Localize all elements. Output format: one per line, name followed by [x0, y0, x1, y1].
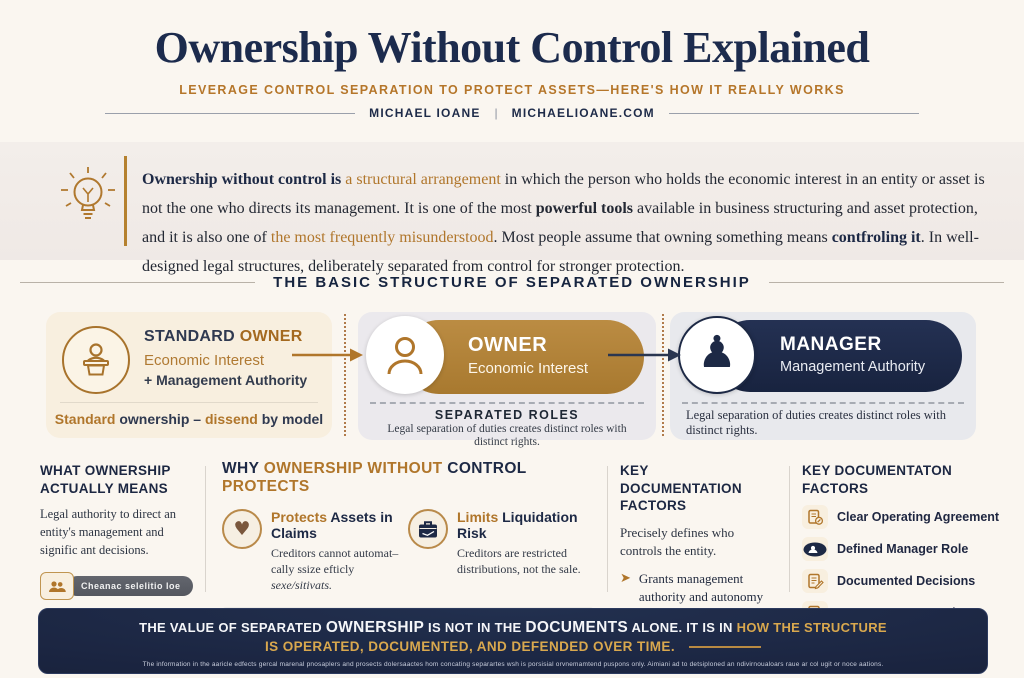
list-item: Defined Manager Role: [802, 537, 1020, 562]
standard-owner-line1: Economic Interest: [144, 352, 265, 369]
manager-subtitle: Management Authority: [780, 359, 926, 375]
standard-owner-title: STANDARD OWNER: [144, 328, 303, 345]
banner-line1: THE VALUE OF SEPARATED OWNERSHIP IS NOT …: [139, 619, 887, 636]
navy-arrow-icon: [608, 348, 681, 362]
column-divider-3: [789, 466, 790, 592]
value-banner: THE VALUE OF SEPARATED OWNERSHIP IS NOT …: [38, 608, 988, 674]
why-protects-heading: WHY OWNERSHIP WITHOUT CONTROL PROTECTS: [222, 460, 527, 495]
structure-heading-text: THE BASIC STRUCTURE OF SEPARATED OWNERSH…: [273, 274, 751, 291]
column-divider-1: [205, 466, 206, 592]
limits-body: Creditors are restricted distributions, …: [457, 546, 581, 577]
manager-title: MANAGER: [780, 334, 882, 355]
limits-risk-item: Limits Liquidation Risk Creditors are re…: [408, 509, 594, 594]
standard-owner-line2: + Management Authority: [144, 372, 308, 388]
banner-disclaimer: The information in the aaricle edfects g…: [142, 661, 884, 668]
protects-assets-item: ♥ Protects Assets in Claims Creditors ca…: [222, 509, 408, 594]
heart-icon: ♥: [222, 509, 262, 549]
list-item: Documented Decisions: [802, 569, 1020, 594]
key-documentaton-column: KEY DOCUMENTATON FACTORS Clear Operating…: [802, 462, 1020, 626]
person-icon: [366, 316, 444, 394]
badge-label: Cheanac selelitio loe: [67, 576, 193, 597]
podium-person-icon: [62, 326, 130, 394]
lightbulb-icon: [61, 167, 115, 219]
owner-subtitle: Economic Interest: [468, 360, 589, 377]
gold-arrow-icon: [292, 348, 363, 362]
byline-rule-left: [105, 112, 356, 114]
manager-oval-icon: [802, 537, 828, 562]
owner-title: OWNER: [468, 334, 548, 356]
separated-roles-text: Legal separation of duties creates disti…: [387, 423, 627, 448]
intro-lead: Ownership without control is: [142, 171, 342, 188]
dashed-divider: [370, 402, 644, 404]
chess-piece-icon: ♟: [678, 316, 756, 394]
byline-divider: |: [494, 106, 498, 120]
author-name: MICHAEL IOANE: [369, 106, 481, 120]
dotted-separator-2: [662, 314, 664, 436]
key-documentation-body: Precisely defines who controls the entit…: [620, 524, 735, 558]
page-subtitle: LEVERAGE CONTROL SEPARATION TO PROTECT A…: [179, 83, 845, 97]
heading-rule-right: [768, 282, 1004, 283]
column-divider-2: [607, 466, 608, 592]
briefcase-icon: [408, 509, 448, 549]
heading-rule-left: [20, 282, 256, 283]
manager-roles-text: Legal separation of duties creates disti…: [686, 408, 946, 437]
details-section: WHAT OWNERSHIP ACTUALLY MEANS Legal auth…: [0, 452, 1024, 660]
banner-line2: IS OPERATED, DOCUMENTED, AND DEFENDED OV…: [39, 639, 987, 654]
byline: MICHAEL IOANE | MICHAELIOANE.COM: [0, 106, 1024, 120]
separated-roles-title: SEPARATED ROLES: [434, 408, 580, 422]
list-item: ➤ Grants management authority and autono…: [620, 570, 764, 604]
intro-paragraph: Ownership without control is a structura…: [142, 171, 985, 275]
people-icon: [40, 572, 74, 601]
protects-title: Protects Assets in Claims: [271, 509, 393, 541]
ownership-badge: Cheanac selelitio loe: [40, 572, 198, 601]
owner-pill: OWNER Economic Interest: [402, 320, 644, 394]
dashed-divider: [682, 402, 964, 404]
owner-card: OWNER Economic Interest SEPARATED ROLES …: [358, 312, 656, 448]
intro-section: Ownership without control is a structura…: [0, 142, 1024, 275]
document-edit-icon: [802, 569, 828, 594]
protects-body: Creditors cannot automat–cally ssize eft…: [271, 546, 399, 593]
what-ownership-body: Legal authority to direct an entity's ma…: [40, 507, 177, 558]
key-documentation-heading: KEY DOCUMENTATION FACTORS: [620, 463, 742, 514]
dotted-separator-1: [344, 314, 346, 436]
arrow-bullet-icon: ➤: [620, 570, 631, 586]
card-divider: [60, 402, 318, 403]
manager-card: MANAGER Management Authority ♟ Legal sep…: [670, 312, 976, 440]
document-pen-icon: [802, 505, 828, 530]
standard-owner-caption: Standard ownership – dissend by model: [54, 411, 324, 427]
intro-divider-bar: [124, 156, 127, 246]
what-ownership-heading: WHAT OWNERSHIP ACTUALLY MEANS: [40, 463, 171, 496]
byline-rule-right: [668, 112, 919, 114]
website-link[interactable]: MICHAELIOANE.COM: [511, 106, 655, 120]
key-documentaton-heading: KEY DOCUMENTATON FACTORS: [802, 463, 953, 496]
limits-title: Limits Liquidation Risk: [457, 509, 578, 541]
structure-diagram: STANDARD OWNER Economic Interest + Manag…: [0, 310, 1024, 448]
gold-rule: [688, 646, 761, 649]
bottom-margin: [0, 678, 1024, 683]
standard-owner-card: STANDARD OWNER Economic Interest + Manag…: [46, 312, 332, 438]
structure-section-heading: THE BASIC STRUCTURE OF SEPARATED OWNERSH…: [0, 274, 1024, 291]
list-item: Clear Operating Agreement: [802, 505, 1020, 530]
page-title: Ownership Without Control Explained: [154, 23, 870, 72]
